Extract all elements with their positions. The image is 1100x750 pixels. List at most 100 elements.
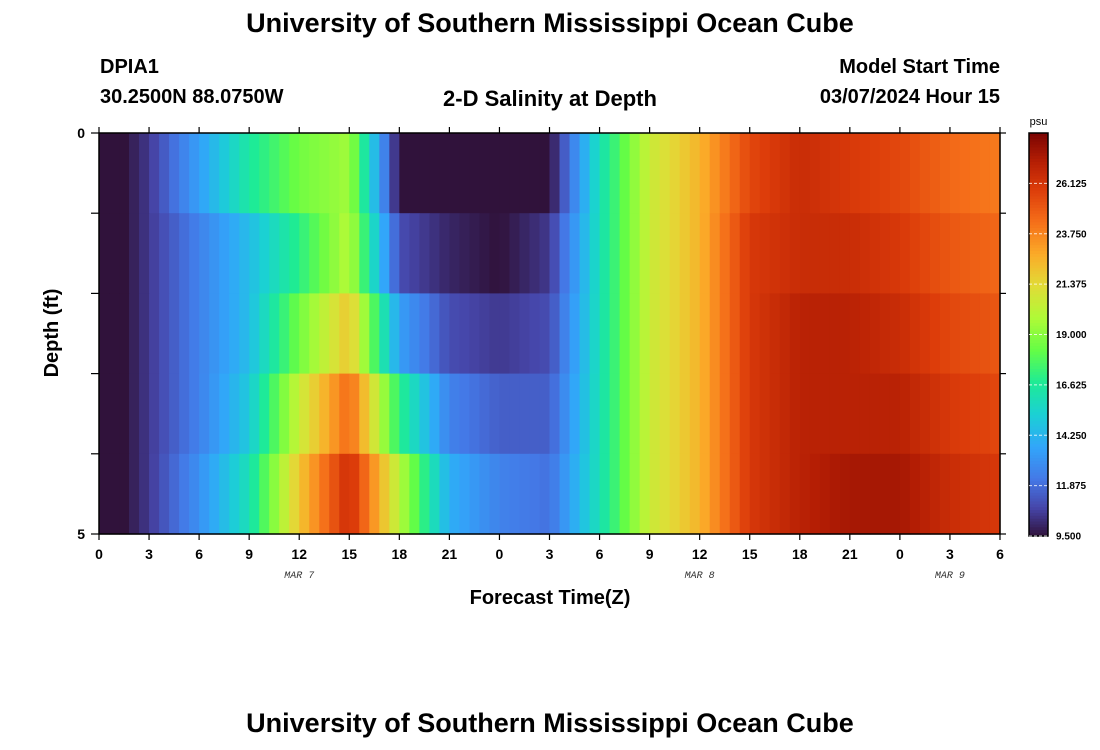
heatmap-cell [199, 453, 210, 535]
colorbar-segment [1029, 371, 1048, 376]
colorbar-segment [1029, 153, 1048, 157]
heatmap-cell [109, 373, 120, 455]
colorbar-segment [1029, 262, 1048, 267]
x-tick-label: 0 [95, 546, 103, 562]
colorbar-segment [1029, 204, 1048, 209]
colorbar-segment [1029, 207, 1048, 212]
heatmap-cell [859, 293, 871, 375]
heatmap-cell [709, 373, 721, 455]
heatmap-cell [489, 133, 501, 214]
colorbar-segment [1029, 233, 1048, 238]
heatmap-cell [709, 453, 721, 535]
heatmap-cell [139, 213, 150, 294]
heatmap-cell [99, 133, 110, 214]
heatmap-cell [889, 213, 901, 294]
colorbar-segment [1029, 409, 1048, 413]
heatmap-cell [239, 453, 250, 535]
x-tick-label: 0 [496, 546, 504, 562]
heatmap-cell [679, 213, 691, 294]
heatmap-cell [669, 293, 681, 375]
x-date-label: MAR 7 [284, 571, 314, 582]
heatmap-cell [959, 293, 971, 375]
colorbar-segment [1029, 340, 1048, 344]
colorbar-segment [1029, 369, 1048, 373]
heatmap-cell [389, 453, 400, 535]
heatmap-cell [799, 133, 811, 214]
heatmap-cell [659, 293, 671, 375]
heatmap-cell [929, 453, 941, 535]
heatmap-cell [279, 213, 290, 294]
heatmap-cell [979, 133, 991, 214]
heatmap-cell [499, 453, 511, 535]
heatmap-cell [729, 133, 741, 214]
heatmap-cell [939, 373, 951, 455]
heatmap-cell [369, 373, 380, 455]
heatmap-cell [489, 453, 501, 535]
heatmap-cell [259, 293, 270, 375]
heatmap-cell [249, 293, 260, 375]
heatmap-cell [309, 453, 320, 535]
heatmap-cell [239, 293, 250, 375]
colorbar-segment [1029, 472, 1048, 477]
colorbar-segment [1029, 363, 1048, 367]
heatmap-cell [689, 133, 701, 214]
heatmap-cell [119, 213, 130, 294]
heatmap-cell [989, 133, 1001, 214]
heatmap-cell [969, 373, 981, 455]
x-tick-label: 9 [245, 546, 253, 562]
colorbar-segment [1029, 320, 1048, 324]
colorbar-segment [1029, 158, 1048, 163]
heatmap-cell [869, 453, 881, 535]
heatmap-cell [479, 293, 491, 375]
heatmap-cell [679, 453, 691, 535]
colorbar-segment [1029, 179, 1048, 183]
colorbar-segment [1029, 400, 1048, 405]
heatmap-cell [599, 133, 611, 214]
heatmap-cell [719, 293, 731, 375]
heatmap-cell [449, 373, 460, 455]
colorbar-segment [1029, 302, 1048, 307]
heatmap-cell [619, 133, 631, 214]
colorbar-segment [1029, 527, 1048, 531]
colorbar-segment [1029, 331, 1048, 336]
heatmap-cell [729, 453, 741, 535]
colorbar-segment [1029, 420, 1048, 425]
colorbar-segment [1029, 193, 1048, 197]
heatmap-cell [179, 213, 190, 294]
heatmap-cell [389, 213, 400, 294]
heatmap-cell [769, 133, 781, 214]
heatmap-cell [139, 373, 150, 455]
heatmap-cell [209, 213, 220, 294]
heatmap-cell [989, 293, 1001, 375]
heatmap-cell [189, 213, 200, 294]
heatmap-cell [569, 293, 581, 375]
heatmap-cell [499, 133, 511, 214]
colorbar-segment [1029, 343, 1048, 347]
heatmap-cell [189, 133, 200, 214]
heatmap-cell [519, 293, 531, 375]
colorbar-segment [1029, 481, 1048, 485]
heatmap-cell [989, 453, 1001, 535]
heatmap-cell [639, 373, 651, 455]
heatmap-cell [509, 133, 521, 214]
heatmap-cell [329, 453, 340, 535]
colorbar-segment [1029, 305, 1048, 310]
heatmap-cell [949, 373, 961, 455]
x-tick-label: 12 [692, 546, 708, 562]
heatmap-cell [119, 373, 130, 455]
heatmap-cell [549, 293, 561, 375]
heatmap-cell [429, 293, 440, 375]
heatmap-cell [459, 213, 471, 294]
heatmap-cell [159, 133, 170, 214]
heatmap-cell [839, 373, 851, 455]
heatmap-cell [349, 133, 360, 214]
heatmap-cell [769, 213, 781, 294]
heatmap-cell [319, 213, 330, 294]
heatmap-cell [579, 133, 591, 214]
heatmap-cell [249, 133, 260, 214]
heatmap-cell [799, 453, 811, 535]
heatmap-cell [449, 453, 460, 535]
heatmap-cell [839, 213, 851, 294]
heatmap-cell [169, 133, 180, 214]
heatmap-cell [119, 453, 130, 535]
